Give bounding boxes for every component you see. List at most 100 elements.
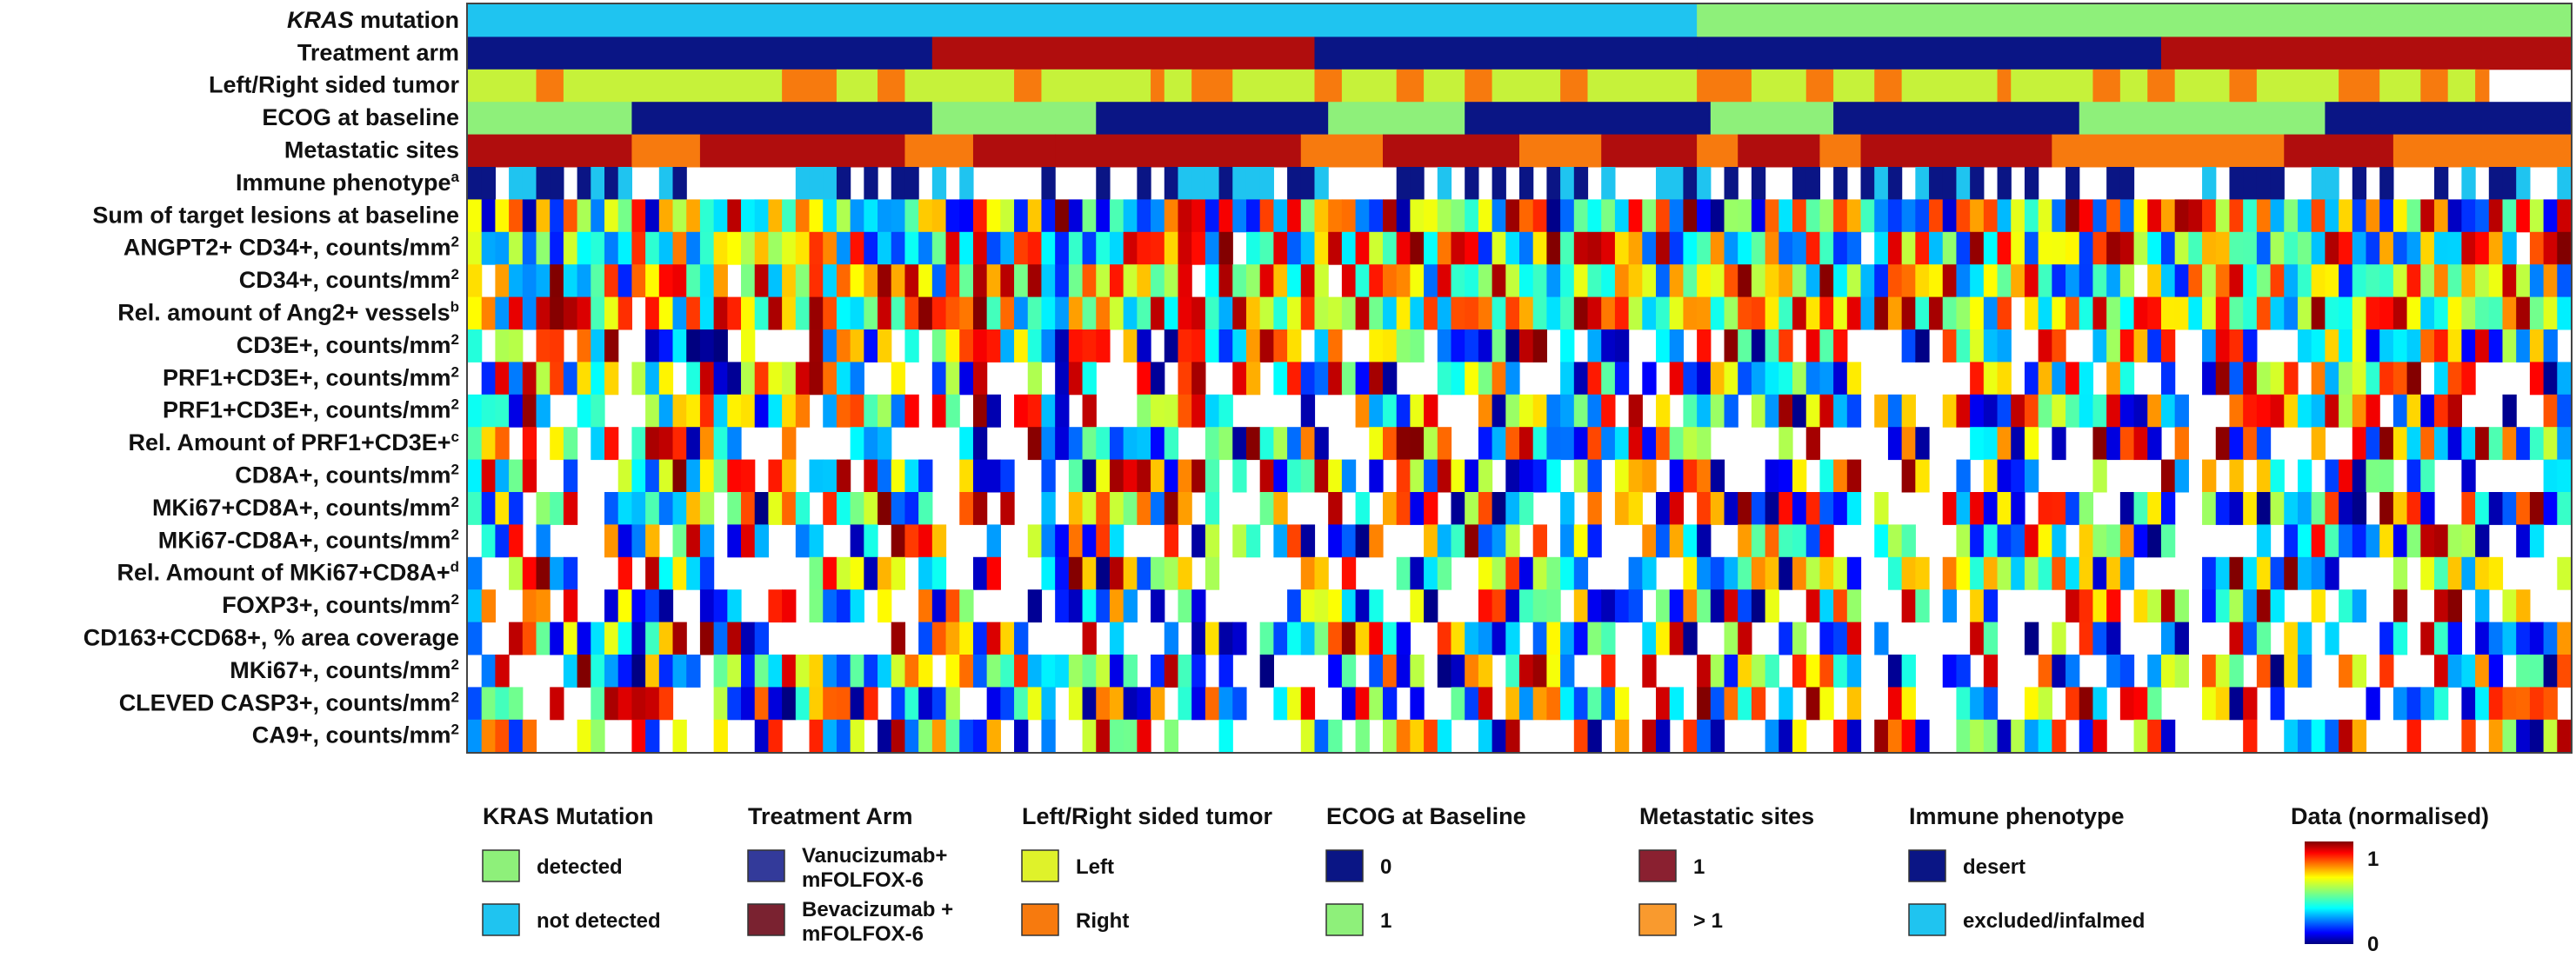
- cell-row12-col105: [1901, 394, 1916, 428]
- cell-row13-col16: [686, 427, 701, 461]
- cell-row17-col145: [2447, 556, 2462, 590]
- cell-row13-col78: [1532, 427, 1547, 461]
- cell-row22-col0: [468, 719, 483, 753]
- cell-row20-col116: [2052, 655, 2066, 688]
- cell-row20-col28: [850, 655, 864, 688]
- cell-row21-col72: [1451, 687, 1465, 721]
- cell-row6-col144: [2433, 199, 2449, 233]
- cell-row18-col25: [809, 589, 824, 623]
- cell-row8-col144: [2433, 264, 2449, 298]
- row-label-5: Immune phenotypea: [236, 169, 460, 196]
- cell-row6-col23: [782, 199, 797, 233]
- cell-row7-col55: [1218, 231, 1233, 265]
- cell-row15-col131: [2256, 492, 2272, 525]
- cell-row20-col127: [2202, 655, 2217, 688]
- cell-row9-col89: [1683, 296, 1698, 330]
- cell-row7-col43: [1055, 231, 1070, 265]
- cell-row10-col20: [741, 329, 756, 362]
- cell-row12-col41: [1027, 394, 1043, 428]
- cell-row7-col132: [2270, 231, 2285, 265]
- cell-row13-col0: [468, 427, 483, 461]
- cell-row9-col133: [2284, 296, 2299, 330]
- cell-row20-col30: [878, 655, 892, 688]
- cell-row22-col28: [850, 719, 864, 753]
- cell-row12-col112: [1997, 394, 2012, 428]
- cell-row17-col97: [1792, 556, 1807, 590]
- cell-row12-col123: [2147, 394, 2162, 428]
- cell-row8-col72: [1451, 264, 1465, 298]
- cell-row11-col12: [631, 362, 646, 396]
- cell-row19-col45: [1082, 622, 1097, 655]
- cell-row6-col81: [1573, 199, 1589, 233]
- cell-row2-seg9: [1151, 69, 1165, 103]
- cell-row15-col113: [2011, 492, 2025, 525]
- cell-row8-col39: [1000, 264, 1015, 298]
- row-label-18: FOXP3+, counts/mm2: [222, 591, 459, 618]
- cell-row9-col47: [1109, 296, 1124, 330]
- cell-row13-col76: [1505, 427, 1520, 461]
- cell-row22-col46: [1096, 719, 1111, 753]
- cell-row22-col74: [1478, 719, 1493, 753]
- cell-row22-col136: [2325, 719, 2339, 753]
- cell-row10-col141: [2392, 329, 2408, 362]
- cell-row10-col74: [1478, 329, 1493, 362]
- cell-row7-col49: [1137, 231, 1151, 265]
- cell-row6-col130: [2243, 199, 2258, 233]
- cell-row7-col111: [1983, 231, 1999, 265]
- cell-row6-col37: [972, 199, 988, 233]
- cell-row22-col138: [2352, 719, 2367, 753]
- cell-row13-col87: [1656, 427, 1671, 461]
- cell-row19-col81: [1573, 622, 1589, 655]
- legend-swatch-1-1: [747, 903, 785, 936]
- cell-row12-col143: [2420, 394, 2435, 428]
- cell-row19-col31: [891, 622, 906, 655]
- cell-row10-col18: [713, 329, 728, 362]
- cell-row13-col119: [2092, 427, 2107, 461]
- cell-row9-col15: [672, 296, 687, 330]
- cell-row15-col153: [2557, 492, 2572, 525]
- cell-row9-col93: [1738, 296, 1752, 330]
- cell-row6-col1: [481, 199, 496, 233]
- cell-row19-col133: [2284, 622, 2299, 655]
- cell-row7-col18: [713, 231, 728, 265]
- cell-row14-col54: [1205, 459, 1220, 493]
- cell-row21-col128: [2215, 687, 2231, 721]
- cell-row9-col66: [1369, 296, 1384, 330]
- cell-row15-col76: [1505, 492, 1520, 525]
- cell-row22-col104: [1887, 719, 1903, 753]
- cell-row6-col128: [2215, 199, 2231, 233]
- cell-row6-col77: [1519, 199, 1534, 233]
- cell-row17-col133: [2284, 556, 2299, 590]
- cell-row12-col152: [2543, 394, 2558, 428]
- cell-row10-col59: [1273, 329, 1288, 362]
- cell-row12-col65: [1355, 394, 1370, 428]
- cell-row21-col117: [2065, 687, 2080, 721]
- cell-row21-col139: [2366, 687, 2380, 721]
- cell-row13-col128: [2215, 427, 2231, 461]
- cell-row15-col74: [1478, 492, 1493, 525]
- cell-row22-col142: [2406, 719, 2421, 753]
- cell-row20-col41: [1027, 655, 1043, 688]
- cell-row12-col132: [2270, 394, 2285, 428]
- cell-row18-col147: [2475, 589, 2490, 623]
- cell-row22-col61: [1300, 719, 1316, 753]
- cell-row12-col9: [591, 394, 605, 428]
- cell-row7-col59: [1273, 231, 1288, 265]
- cell-row18-col130: [2243, 589, 2258, 623]
- cell-row2-seg21: [1697, 69, 1752, 103]
- row-label-2: Left/Right sided tumor: [209, 72, 459, 98]
- cell-row7-col92: [1724, 231, 1738, 265]
- cell-row6-col152: [2543, 199, 2558, 233]
- cell-row6-col96: [1779, 199, 1793, 233]
- cell-row20-col121: [2119, 655, 2135, 688]
- cell-row10-col43: [1055, 329, 1070, 362]
- cell-row8-col49: [1137, 264, 1151, 298]
- cell-row22-col21: [754, 719, 770, 753]
- cell-row19-col92: [1724, 622, 1738, 655]
- cell-row9-col104: [1887, 296, 1903, 330]
- cell-row12-col116: [2052, 394, 2066, 428]
- cell-row6-col133: [2284, 199, 2299, 233]
- cell-row15-col91: [1710, 492, 1725, 525]
- cell-row18-col10: [604, 589, 619, 623]
- cell-row17-col42: [1041, 556, 1056, 590]
